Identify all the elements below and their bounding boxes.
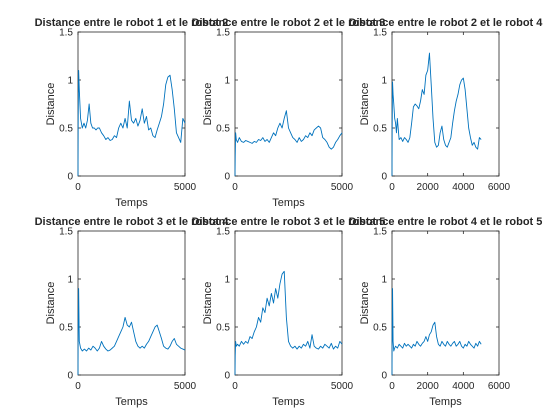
y-tick-label: 1 [67,76,73,87]
chart-panel: 0 0.5 1 1.5 0 2000 4000 6000 Distance Distance en… [349,17,544,193]
x-tick-label: 4000 [452,381,475,392]
plot-area [234,31,343,177]
x-tick-label: 0 [389,182,395,193]
series-line [77,69,186,177]
y-axis-label: Distance [202,282,214,325]
x-tick-label: 0 [75,182,81,193]
y-tick-label: 1.5 [216,28,230,39]
y-tick-label: 0 [381,172,387,183]
series-line [77,288,186,376]
y-tick-label: 1 [224,76,230,87]
series-line [391,288,482,376]
y-tick-label: 1.5 [216,227,230,238]
x-tick-label: 2000 [417,381,440,392]
x-axis-label: Temps [115,197,148,209]
chart-panel: 0 0.5 1 1.5 0 2000 4000 6000 Temps Distance Distan… [349,216,543,408]
y-tick-label: 0.5 [59,124,73,135]
x-tick-label: 0 [232,381,238,392]
x-tick-label: 5000 [331,381,354,392]
plot-area [234,230,343,376]
y-tick-label: 1 [224,275,230,286]
x-tick-label: 0 [389,381,395,392]
x-tick-label: 5000 [174,381,197,392]
x-tick-label: 4000 [452,182,475,193]
y-tick-label: 1 [381,275,387,286]
y-tick-label: 1.5 [59,28,73,39]
x-tick-label: 2000 [417,182,440,193]
chart-panel: 0 0.5 1 1.5 0 5000 Temps Distance Distance entre… [35,17,229,209]
series-line [234,270,343,376]
x-axis-label: Temps [272,197,305,209]
series-line [391,52,482,177]
chart-title: Distance entre le robot 3 et le robot 5 [192,216,386,228]
y-axis-label: Distance [202,83,214,126]
x-tick-label: 0 [232,182,238,193]
y-tick-label: 0 [67,371,73,382]
y-tick-label: 1.5 [59,227,73,238]
y-tick-label: 1.5 [373,227,387,238]
y-tick-label: 0.5 [216,124,230,135]
chart-panel: 0 0.5 1 1.5 0 5000 Temps Distance Distance entre… [192,216,386,408]
plot-area [391,230,500,376]
y-axis-label: Distance [45,282,57,325]
chart-panel: 0 0.5 1 1.5 0 5000 Temps Distance Distance entre… [35,216,230,408]
x-tick-label: 6000 [488,182,511,193]
x-axis-label: Temps [429,396,462,408]
y-tick-label: 0.5 [59,323,73,334]
x-tick-label: 5000 [174,182,197,193]
chart-panel: 0 0.5 1 1.5 0 5000 Temps Distance Distance entre… [192,17,386,209]
chart-title: Distance entre le robot 2 et le robot 4 [349,17,544,29]
y-tick-label: 0.5 [373,124,387,135]
chart-title: Distance entre le robot 2 et le robot 3 [192,17,386,29]
series-line [234,110,343,177]
chart-title: Distance entre le robot 1 et le robot 2 [35,17,229,29]
y-axis-label: Distance [45,83,57,126]
x-tick-label: 0 [75,381,81,392]
x-tick-label: 5000 [331,182,354,193]
y-tick-label: 0 [224,371,230,382]
x-tick-label: 6000 [488,381,511,392]
y-tick-label: 0 [381,371,387,382]
y-tick-label: 0 [224,172,230,183]
chart-title: Distance entre le robot 3 et le robot 4 [35,216,230,228]
plot-area [391,31,500,177]
plot-area [77,230,186,376]
y-tick-label: 1 [381,76,387,87]
y-tick-label: 0.5 [216,323,230,334]
y-tick-label: 0.5 [373,323,387,334]
plot-area [77,31,186,177]
y-tick-label: 1 [67,275,73,286]
chart-title: Distance entre le robot 4 et le robot 5 [349,216,543,228]
x-axis-label: Temps [272,396,305,408]
y-tick-label: 0 [67,172,73,183]
y-axis-label: Distance [359,282,371,325]
y-tick-label: 1.5 [373,28,387,39]
y-axis-label: Distance [359,83,371,126]
x-axis-label: Temps [115,396,148,408]
